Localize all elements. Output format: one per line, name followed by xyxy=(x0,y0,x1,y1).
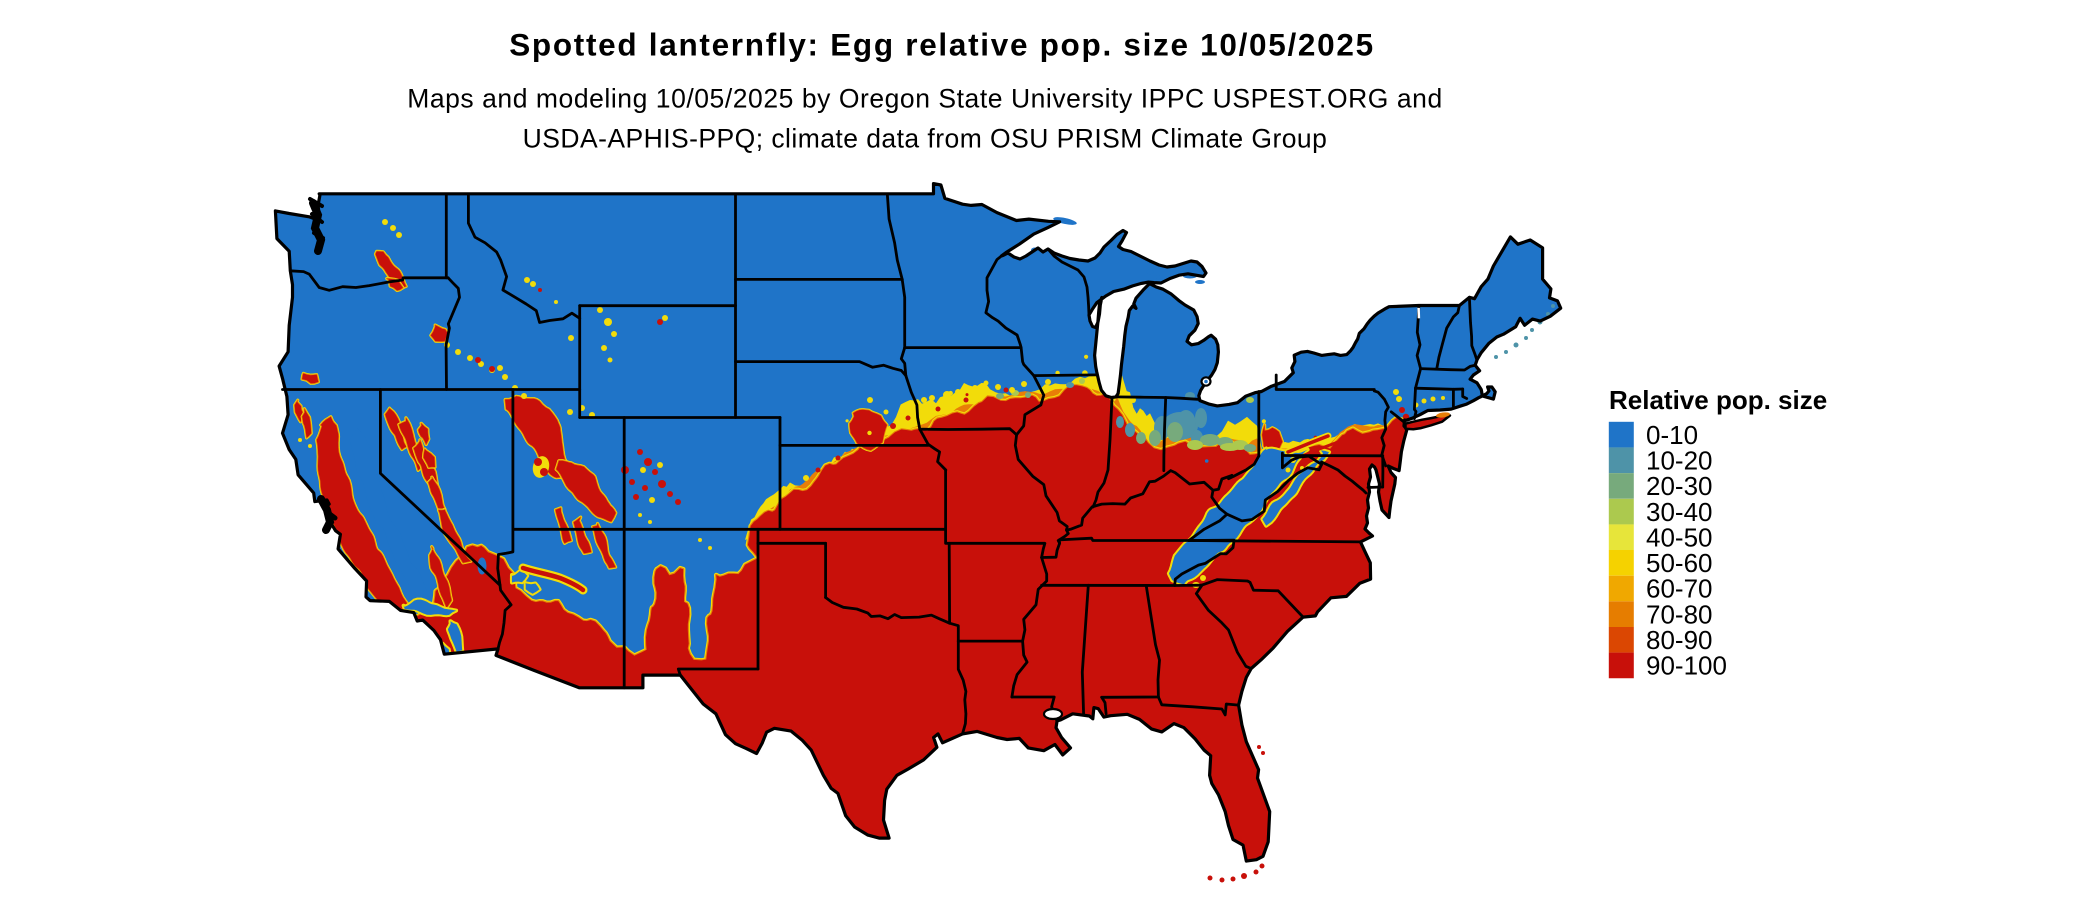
svg-text:60-70: 60-70 xyxy=(1646,574,1713,604)
svg-text:50-60: 50-60 xyxy=(1646,548,1713,578)
svg-text:80-90: 80-90 xyxy=(1646,625,1713,655)
svg-text:Relative pop. size: Relative pop. size xyxy=(1609,385,1827,415)
svg-text:30-40: 30-40 xyxy=(1646,497,1713,527)
svg-text:USDA-APHIS-PPQ; climate data f: USDA-APHIS-PPQ; climate data from OSU PR… xyxy=(523,124,1328,154)
svg-text:70-80: 70-80 xyxy=(1646,599,1713,629)
svg-text:Maps and modeling 10/05/2025 b: Maps and modeling 10/05/2025 by Oregon S… xyxy=(407,84,1443,114)
svg-text:10-20: 10-20 xyxy=(1646,446,1713,476)
svg-text:20-30: 20-30 xyxy=(1646,471,1713,501)
svg-text:90-100: 90-100 xyxy=(1646,651,1727,681)
svg-text:40-50: 40-50 xyxy=(1646,522,1713,552)
svg-text:0-10: 0-10 xyxy=(1646,420,1698,450)
svg-text:Spotted lanternfly: Egg relati: Spotted lanternfly: Egg relative pop. si… xyxy=(509,27,1375,63)
